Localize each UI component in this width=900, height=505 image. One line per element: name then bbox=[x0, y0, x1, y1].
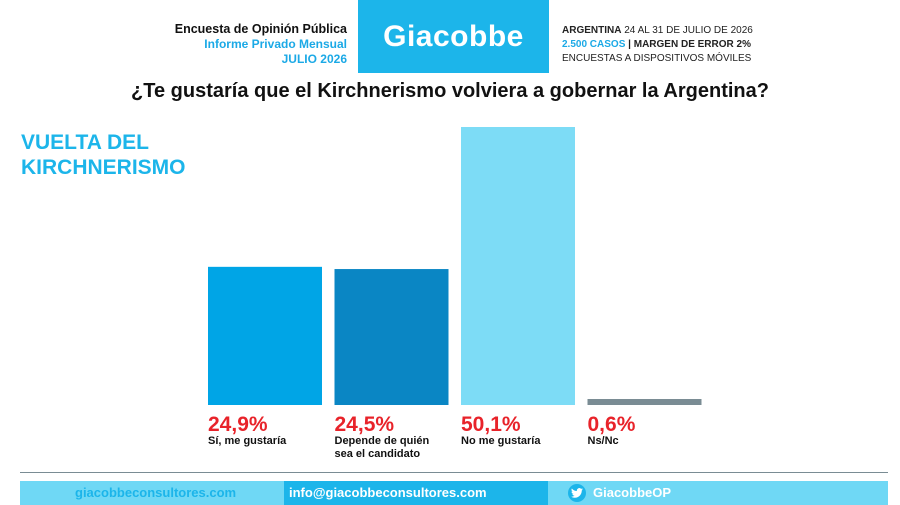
value-label-2: 24,5% bbox=[335, 413, 395, 436]
brand-logo: Giacobbe bbox=[358, 0, 549, 73]
survey-method: ENCUESTAS A DISPOSITIVOS MÓVILES bbox=[562, 53, 752, 64]
bar-4 bbox=[587, 399, 702, 405]
country-label: ARGENTINA bbox=[562, 25, 622, 36]
survey-title: Encuesta de Opinión Pública bbox=[174, 22, 347, 36]
value-label-1: 24,9% bbox=[208, 413, 268, 436]
chart-title-line1: VUELTA DEL bbox=[21, 131, 149, 154]
header-right: ARGENTINA 24 AL 31 DE JULIO DE 2026 2.50… bbox=[562, 24, 753, 66]
bar-chart: 24,9%Sí, me gustaría 24,5%Depende de quié… bbox=[208, 127, 702, 460]
footer-divider bbox=[20, 472, 888, 473]
website-link[interactable]: giacobbeconsultores.com bbox=[75, 485, 237, 500]
footer-bar: giacobbeconsultores.com info@giacobbecon… bbox=[20, 481, 888, 505]
twitter-icon bbox=[568, 484, 586, 502]
value-label-3: 50,1% bbox=[461, 413, 521, 436]
category-label-2-line2: sea el candidato bbox=[335, 448, 421, 460]
bar-1 bbox=[208, 266, 322, 405]
report-type: Informe Privado Mensual bbox=[204, 37, 347, 51]
info-separator: | bbox=[628, 39, 631, 50]
chart-title: VUELTA DEL KIRCHNERISMO bbox=[21, 130, 281, 180]
bar-2 bbox=[334, 269, 449, 405]
question-text: ¿Te gustaría que el Kirchnerismo volvier… bbox=[131, 80, 769, 102]
email-box bbox=[284, 481, 548, 505]
error-margin: MARGEN DE ERROR 2% bbox=[633, 39, 751, 50]
header-left: Encuesta de Opinión Pública Informe Priv… bbox=[90, 22, 347, 67]
chart-title-line2: KIRCHNERISMO bbox=[21, 156, 186, 179]
email-link[interactable]: info@giacobbeconsultores.com bbox=[289, 485, 487, 500]
survey-info-line1: ARGENTINA 24 AL 31 DE JULIO DE 2026 bbox=[562, 24, 753, 38]
value-label-4: 0,6% bbox=[588, 413, 636, 436]
survey-info-line2: 2.500 CASOS | MARGEN DE ERROR 2% bbox=[562, 38, 753, 52]
category-label-1: Sí, me gustaría bbox=[208, 435, 287, 447]
twitter-handle[interactable]: GiacobbeOP bbox=[593, 485, 672, 500]
survey-dates: 24 AL 31 DE JULIO DE 2026 bbox=[624, 25, 753, 36]
brand-name: Giacobbe bbox=[383, 19, 524, 53]
sample-size: 2.500 CASOS bbox=[562, 39, 626, 50]
category-label-2: Depende de quién bbox=[335, 435, 430, 447]
report-date: JULIO 2026 bbox=[281, 52, 347, 66]
category-label-3: No me gustaría bbox=[461, 435, 541, 447]
bar-3 bbox=[461, 127, 575, 405]
category-label-4: Ns/Nc bbox=[588, 435, 619, 447]
